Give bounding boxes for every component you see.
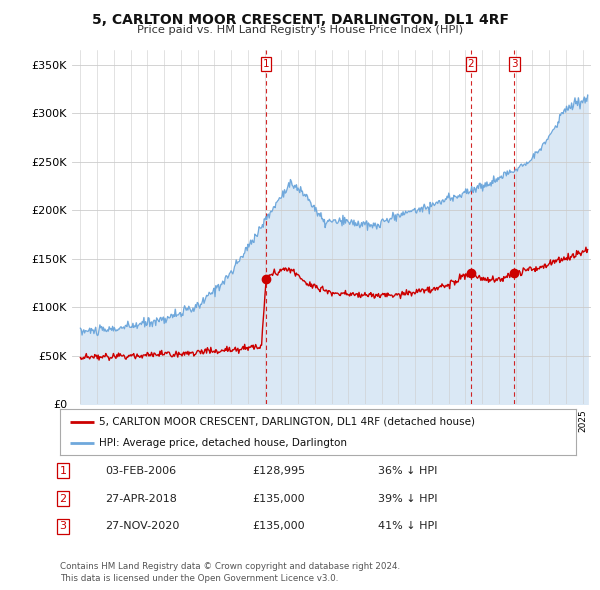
Text: 2: 2 <box>59 494 67 503</box>
Text: 5, CARLTON MOOR CRESCENT, DARLINGTON, DL1 4RF (detached house): 5, CARLTON MOOR CRESCENT, DARLINGTON, DL… <box>98 417 475 427</box>
Text: Contains HM Land Registry data © Crown copyright and database right 2024.
This d: Contains HM Land Registry data © Crown c… <box>60 562 400 583</box>
Text: 1: 1 <box>59 466 67 476</box>
Text: 1: 1 <box>263 59 269 69</box>
Text: 36% ↓ HPI: 36% ↓ HPI <box>378 466 437 476</box>
Text: 27-APR-2018: 27-APR-2018 <box>105 494 177 503</box>
Text: 41% ↓ HPI: 41% ↓ HPI <box>378 522 437 531</box>
Text: £128,995: £128,995 <box>252 466 305 476</box>
Text: 2: 2 <box>467 59 474 69</box>
Text: 3: 3 <box>59 522 67 531</box>
Text: 3: 3 <box>511 59 518 69</box>
Text: 03-FEB-2006: 03-FEB-2006 <box>105 466 176 476</box>
Text: £135,000: £135,000 <box>252 494 305 503</box>
Text: 39% ↓ HPI: 39% ↓ HPI <box>378 494 437 503</box>
Text: 27-NOV-2020: 27-NOV-2020 <box>105 522 179 531</box>
Text: 5, CARLTON MOOR CRESCENT, DARLINGTON, DL1 4RF: 5, CARLTON MOOR CRESCENT, DARLINGTON, DL… <box>91 13 509 27</box>
Text: Price paid vs. HM Land Registry's House Price Index (HPI): Price paid vs. HM Land Registry's House … <box>137 25 463 35</box>
Text: £135,000: £135,000 <box>252 522 305 531</box>
Text: HPI: Average price, detached house, Darlington: HPI: Average price, detached house, Darl… <box>98 438 347 448</box>
